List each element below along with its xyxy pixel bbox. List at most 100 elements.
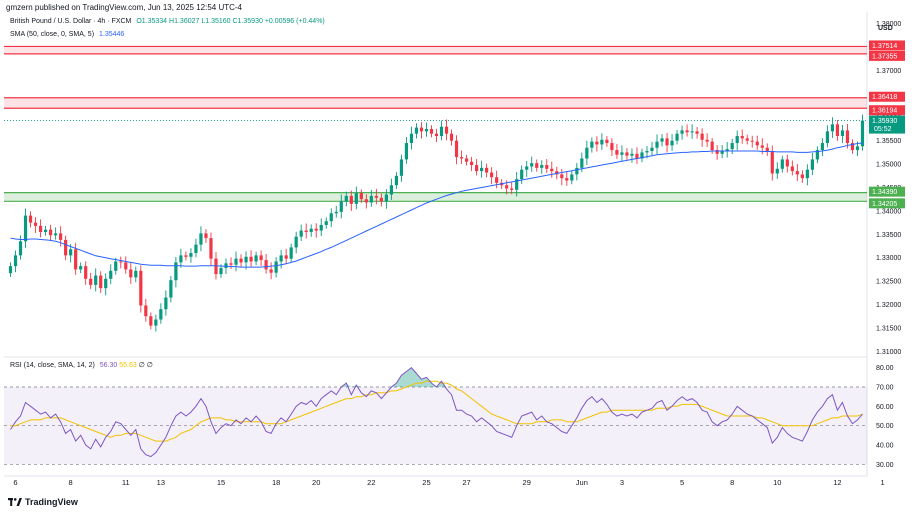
candle-body xyxy=(675,133,679,141)
candle-body xyxy=(585,147,589,159)
price-tick-label: 1.33500 xyxy=(876,232,901,239)
candle-body xyxy=(359,193,363,200)
candle-body xyxy=(545,165,549,169)
time-tick-label: 12 xyxy=(833,478,841,487)
candle-body xyxy=(179,255,183,263)
candle-body xyxy=(84,266,88,279)
candle-body xyxy=(339,201,343,212)
price-tick-label: 1.32500 xyxy=(876,279,901,286)
candle-body xyxy=(535,163,539,168)
candle-body xyxy=(284,255,288,259)
candle-body xyxy=(755,141,759,146)
candle-body xyxy=(605,139,609,144)
tradingview-logo[interactable]: TradingView xyxy=(8,497,78,507)
candle-body xyxy=(725,149,729,152)
candle-body xyxy=(490,172,494,178)
candle-body xyxy=(520,169,524,180)
zone-label-resistance-upper-bottom: 1.37355 xyxy=(872,53,897,60)
candle-body xyxy=(399,159,404,176)
symbol-legend[interactable]: British Pound / U.S. Dollar · 4h · FXCM … xyxy=(10,18,325,25)
candle-body xyxy=(449,133,454,141)
rsi-overbought-fill xyxy=(406,367,412,387)
candle-body xyxy=(745,138,749,141)
candle-body xyxy=(730,143,734,150)
symbol-name[interactable]: British Pound / U.S. Dollar · 4h · FXCM xyxy=(10,18,132,25)
time-tick-label: 3 xyxy=(620,478,624,487)
candle-body xyxy=(495,177,499,183)
countdown-label: 05:52 xyxy=(874,126,892,133)
candle-body xyxy=(184,255,188,257)
time-tick-label: 11 xyxy=(122,478,130,487)
candle-body xyxy=(244,256,248,263)
candle-body xyxy=(685,130,689,133)
candle-body xyxy=(800,174,804,179)
candle-body xyxy=(469,161,474,166)
candle-body xyxy=(199,233,203,245)
candle-body xyxy=(139,270,143,306)
time-tick-label: 13 xyxy=(157,478,165,487)
candle-body xyxy=(279,255,283,262)
candle-body xyxy=(254,255,258,262)
rsi-line xyxy=(10,367,863,458)
zone-label-resistance-lower-top-bg xyxy=(869,91,905,102)
candle-body xyxy=(434,133,439,137)
candle-body xyxy=(28,215,33,223)
candle-body xyxy=(740,136,744,139)
candle-body xyxy=(124,262,128,270)
candle-body xyxy=(374,195,378,198)
candle-body xyxy=(264,260,268,270)
sma-label[interactable]: SMA (50, close, 0, SMA, 5) xyxy=(10,31,95,38)
candle-body xyxy=(349,195,353,204)
candle-body xyxy=(640,152,644,159)
candle-body xyxy=(610,143,614,151)
candle-body xyxy=(54,233,58,236)
last-price-label-bg xyxy=(869,115,905,134)
candle-body xyxy=(780,159,784,169)
time-tick-label: 25 xyxy=(422,478,430,487)
candle-body xyxy=(149,316,153,326)
candle-body xyxy=(765,147,769,152)
candle-body xyxy=(59,233,63,240)
candle-body xyxy=(219,268,223,275)
candle-body xyxy=(555,171,559,175)
candle-body xyxy=(600,139,604,145)
candle-body xyxy=(775,168,779,174)
price-tick-label: 1.34000 xyxy=(876,208,901,215)
candle-body xyxy=(635,153,639,159)
rsi-ma-value: 55.63 xyxy=(119,362,137,369)
candle-body xyxy=(18,241,23,256)
candle-body xyxy=(169,280,173,298)
candle-body xyxy=(424,129,429,132)
zone-label-resistance-upper-top-bg xyxy=(869,40,905,51)
candle-body xyxy=(565,178,569,181)
time-tick-label: 8 xyxy=(69,478,73,487)
candle-body xyxy=(314,228,318,231)
rsi-label[interactable]: RSI (14, close, SMA, 14, 2) xyxy=(10,362,95,369)
candle-body xyxy=(209,238,213,259)
rsi-overbought-fill xyxy=(396,375,402,387)
zone-label-resistance-upper-bottom-bg xyxy=(869,50,905,61)
price-tick-label: 1.33000 xyxy=(876,255,901,262)
candle-body xyxy=(485,167,489,173)
currency-label[interactable]: USD xyxy=(878,25,893,32)
candle-body xyxy=(474,165,479,172)
rsi-overbought-fill xyxy=(416,373,422,387)
open-value: O1.35334 xyxy=(136,18,168,25)
zone-label-resistance-upper-top: 1.37514 xyxy=(872,43,897,50)
publish-info: gmzern published on TradingView.com, Jun… xyxy=(6,3,242,12)
candle-body xyxy=(239,258,243,263)
candle-body xyxy=(164,297,168,310)
zone-label-resistance-lower-bottom: 1.36194 xyxy=(872,108,897,115)
candle-body xyxy=(710,141,714,151)
candle-body xyxy=(540,165,544,168)
candle-body xyxy=(670,140,674,146)
candle-body xyxy=(354,193,358,204)
candle-body xyxy=(454,140,459,158)
sma-legend[interactable]: SMA (50, close, 0, SMA, 5) 1.35446 xyxy=(10,31,124,38)
rsi-value: 56.30 xyxy=(99,362,118,369)
rsi-overbought-fill xyxy=(401,371,407,387)
rsi-legend[interactable]: RSI (14, close, SMA, 14, 2) 56.30 55.63 … xyxy=(10,361,153,369)
candle-body xyxy=(404,143,409,160)
zone-label-support-bottom: 1.34205 xyxy=(872,201,897,208)
